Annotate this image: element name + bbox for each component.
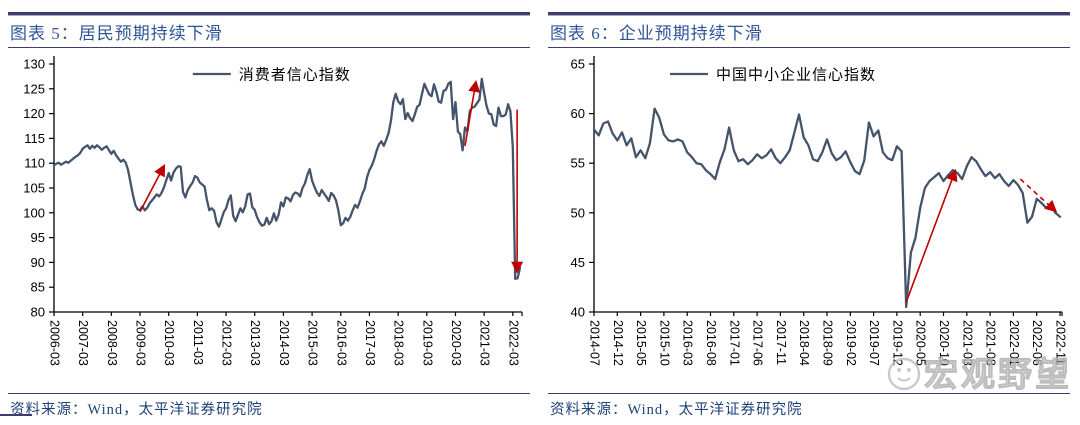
svg-text:2020-05: 2020-05 bbox=[914, 320, 928, 366]
svg-text:45: 45 bbox=[571, 255, 585, 270]
svg-text:2016-08: 2016-08 bbox=[704, 320, 718, 366]
figure-6-source: 资料来源：Wind，太平洋证券研究院 bbox=[548, 393, 1070, 425]
svg-text:80: 80 bbox=[31, 305, 45, 320]
x-axis-labels: 2006-03 2007-03 2008-03 2009-03 2010-03 2011-… bbox=[48, 312, 523, 366]
figure-5-title: 图表 5：居民预期持续下滑 bbox=[10, 24, 223, 43]
svg-text:2019-03: 2019-03 bbox=[420, 320, 434, 366]
svg-text:2006-03: 2006-03 bbox=[48, 320, 62, 366]
svg-text:2015-10: 2015-10 bbox=[657, 320, 671, 366]
axes bbox=[593, 56, 1062, 313]
svg-text:115: 115 bbox=[24, 131, 45, 146]
svg-text:2015-03: 2015-03 bbox=[306, 320, 320, 366]
svg-text:2019-07: 2019-07 bbox=[867, 320, 881, 366]
figure-5-header: 图表 5：居民预期持续下滑 bbox=[8, 12, 530, 48]
trend-arrow bbox=[905, 168, 958, 303]
y-axis-labels: 40 45 50 55 60 65 bbox=[571, 57, 594, 320]
svg-text:2011-03: 2011-03 bbox=[191, 320, 205, 365]
svg-text:2018-03: 2018-03 bbox=[392, 320, 406, 366]
svg-text:120: 120 bbox=[23, 106, 45, 121]
svg-text:2014-12: 2014-12 bbox=[611, 320, 625, 366]
legend-label: 中国中小企业信心指数 bbox=[716, 66, 876, 84]
x-axis-labels: 2014-07 2014-12 2015-05 2015-10 2016-03 2016-… bbox=[588, 312, 1068, 366]
watermark: 宏观野望 bbox=[887, 355, 1072, 393]
svg-text:2008-03: 2008-03 bbox=[105, 320, 119, 366]
svg-text:2014-03: 2014-03 bbox=[277, 320, 291, 366]
svg-text:2022-06: 2022-06 bbox=[1030, 320, 1044, 366]
svg-text:2022-01: 2022-01 bbox=[1007, 320, 1021, 366]
svg-text:2021-08: 2021-08 bbox=[984, 320, 998, 366]
svg-text:2019-02: 2019-02 bbox=[844, 320, 858, 366]
svg-text:95: 95 bbox=[31, 230, 45, 245]
svg-text:2010-03: 2010-03 bbox=[162, 320, 176, 366]
axes bbox=[53, 56, 522, 313]
svg-text:2015-05: 2015-05 bbox=[634, 320, 648, 366]
chart-canvas: 80 85 90 95 100 105 110 115 120 125 130 2006-03 2007… bbox=[23, 56, 524, 366]
svg-text:2014-07: 2014-07 bbox=[588, 320, 602, 366]
sme-confidence-line-chart: 40 45 50 55 60 65 2014-07 2014-12 2015-05 2015-10… bbox=[548, 48, 1072, 393]
legend: 消费者信心指数 bbox=[192, 67, 351, 84]
svg-text:2016-03: 2016-03 bbox=[681, 320, 695, 366]
annotation-arrows bbox=[905, 168, 1058, 303]
figure-6-title: 图表 6：企业预期持续下滑 bbox=[550, 24, 763, 43]
watermark-logo-icon bbox=[887, 357, 921, 391]
svg-text:110: 110 bbox=[24, 156, 45, 171]
svg-text:100: 100 bbox=[23, 205, 45, 220]
svg-text:2022-03: 2022-03 bbox=[506, 320, 520, 366]
svg-text:65: 65 bbox=[571, 57, 585, 72]
svg-text:55: 55 bbox=[571, 156, 585, 171]
y-axis-labels: 80 85 90 95 100 105 110 115 120 125 130 bbox=[23, 57, 54, 320]
page-bottom-border-fragment bbox=[0, 414, 32, 416]
figure-6-header: 图表 6：企业预期持续下滑 bbox=[548, 12, 1070, 48]
svg-text:2020-10: 2020-10 bbox=[937, 320, 951, 366]
svg-text:2021-03: 2021-03 bbox=[960, 320, 974, 366]
legend: 中国中小企业信心指数 bbox=[670, 66, 876, 84]
svg-text:2013-03: 2013-03 bbox=[248, 320, 262, 366]
svg-text:50: 50 bbox=[571, 205, 585, 220]
panel-figure-6: 图表 6：企业预期持续下滑 40 45 50 55 60 65 2014-07 2014-12… bbox=[540, 0, 1080, 425]
svg-text:85: 85 bbox=[31, 280, 45, 295]
svg-text:2018-04: 2018-04 bbox=[797, 320, 811, 366]
trend-arrow bbox=[139, 164, 166, 213]
panel-figure-5: 图表 5：居民预期持续下滑 80 85 90 95 100 105 110 115 120 125… bbox=[8, 12, 532, 425]
svg-text:60: 60 bbox=[571, 106, 585, 121]
svg-text:2017-03: 2017-03 bbox=[363, 320, 377, 366]
svg-text:130: 130 bbox=[23, 57, 45, 72]
annotation-arrows bbox=[139, 79, 524, 274]
svg-text:2019-12: 2019-12 bbox=[890, 320, 904, 366]
legend-label: 消费者信心指数 bbox=[239, 67, 351, 84]
svg-text:2007-03: 2007-03 bbox=[76, 320, 90, 366]
consumer-confidence-line-chart: 80 85 90 95 100 105 110 115 120 125 130 2006-03 2007… bbox=[8, 48, 532, 393]
figure-5-source: 资料来源：Wind，太平洋证券研究院 bbox=[8, 393, 530, 425]
svg-text:2017-01: 2017-01 bbox=[727, 320, 741, 366]
svg-text:2012-03: 2012-03 bbox=[220, 320, 234, 366]
trend-arrow-dashed bbox=[1019, 178, 1058, 213]
svg-text:90: 90 bbox=[31, 255, 45, 270]
svg-text:2020-03: 2020-03 bbox=[449, 320, 463, 366]
trend-arrow bbox=[464, 79, 481, 146]
series-line bbox=[592, 107, 1062, 309]
svg-text:125: 125 bbox=[23, 81, 45, 96]
svg-text:105: 105 bbox=[23, 181, 45, 196]
svg-text:2009-03: 2009-03 bbox=[134, 320, 148, 366]
svg-text:2017-06: 2017-06 bbox=[751, 320, 765, 366]
svg-text:2022-11: 2022-11 bbox=[1054, 320, 1068, 365]
svg-text:2017-11: 2017-11 bbox=[774, 320, 788, 365]
svg-text:2021-03: 2021-03 bbox=[478, 320, 492, 366]
svg-text:2016-03: 2016-03 bbox=[334, 320, 348, 366]
svg-text:2018-09: 2018-09 bbox=[821, 320, 835, 366]
watermark-text: 宏观野望 bbox=[924, 355, 1072, 393]
svg-text:40: 40 bbox=[571, 305, 585, 320]
series-line bbox=[52, 77, 522, 280]
chart-canvas: 40 45 50 55 60 65 2014-07 2014-12 2015-05 2015-10… bbox=[571, 56, 1072, 393]
